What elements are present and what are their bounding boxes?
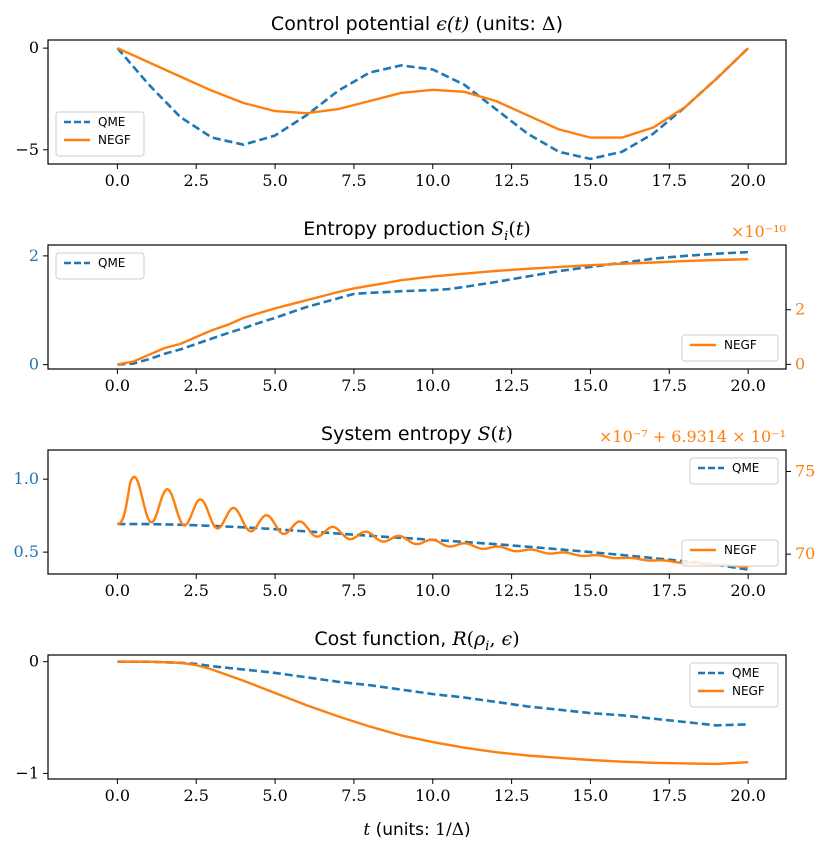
x-tick-label: 2.5	[184, 581, 209, 600]
plot-area: 0.0 2.5 5.0 7.5 10.0 12.5 15.0 17.5 20.0 0 2 0 2 ×10⁻…	[29, 222, 805, 395]
panel-entropy-production: Entropy production Si(t) 0.0 2.5 5.0 7.5 10.…	[29, 218, 805, 395]
x-tick-label: 20.0	[730, 376, 766, 395]
series-line-qme	[116, 47, 750, 161]
y-tick-label: 0	[29, 652, 39, 671]
axes-frame	[47, 244, 787, 370]
x-tick-label: 17.5	[651, 581, 687, 600]
x-tick-label: 2.5	[184, 786, 209, 805]
x-tick-label: 10.0	[415, 171, 451, 190]
series-line-qme	[117, 250, 749, 366]
y-tick-label-right: 70	[795, 544, 815, 563]
y-tick-label: 0	[29, 355, 39, 374]
legend-label-negf: NEGF	[724, 543, 757, 557]
x-tick-label: 7.5	[341, 376, 366, 395]
x-tick-label: 5.0	[262, 786, 287, 805]
x-tick-label: 5.0	[262, 581, 287, 600]
legend-label-negf: NEGF	[724, 338, 757, 352]
x-tick-label: 12.5	[494, 786, 530, 805]
panel-title: Cost function, R(ρi, ϵ)	[314, 628, 519, 654]
series-line-negf	[117, 258, 749, 366]
y-tick-label-right: 75	[795, 461, 815, 480]
x-tick-label: 7.5	[341, 171, 366, 190]
axes-frame	[47, 654, 787, 780]
x-tick-label: 5.0	[262, 171, 287, 190]
x-tick-label: 0.0	[105, 171, 130, 190]
x-tick-label: 10.0	[415, 786, 451, 805]
legend: QME NEGF	[689, 662, 779, 708]
x-tick-label: 17.5	[651, 786, 687, 805]
y-tick-label: −5	[15, 140, 39, 159]
x-tick-label: 12.5	[494, 376, 530, 395]
legend-box	[681, 539, 779, 567]
x-tick-label: 0.0	[105, 376, 130, 395]
y-tick-label-right: 0	[795, 354, 805, 373]
legend-box	[55, 252, 145, 280]
series-line-negf	[116, 47, 750, 139]
legend: QME	[689, 457, 779, 485]
y-tick-label: −1	[15, 763, 39, 782]
x-tick-label: 15.0	[573, 581, 609, 600]
x-tick-label: 20.0	[730, 171, 766, 190]
legend-label-qme: QME	[732, 461, 759, 475]
y-tick-label: 2	[29, 246, 39, 265]
panel-title: Entropy production Si(t)	[303, 218, 531, 244]
x-tick-label: 0.0	[105, 581, 130, 600]
series-line-qme	[117, 522, 749, 571]
legend-label-qme: QME	[732, 666, 759, 680]
x-tick-label: 20.0	[730, 786, 766, 805]
x-tick-label: 0.0	[105, 786, 130, 805]
panel-title: Control potential ϵ(t) (units: Δ)	[271, 13, 563, 35]
x-tick-label: 15.0	[573, 786, 609, 805]
panel-control-potential: Control potential ϵ(t) (units: Δ) 0.0 2.5…	[15, 13, 787, 190]
y-tick-label-right: 2	[795, 300, 805, 319]
y-tick-label: 0	[29, 38, 39, 57]
right-axis-offset-label: ×10⁻⁷ + 6.9314 × 10⁻¹	[599, 427, 786, 446]
legend-box	[681, 334, 779, 362]
panel-cost-function: Cost function, R(ρi, ϵ) 0.0 2.5 5.0 7.5 10.0…	[15, 628, 787, 805]
plot-area: 0.0 2.5 5.0 7.5 10.0 12.5 15.0 17.5 20.0 0 −1 QME NE…	[15, 652, 787, 805]
x-tick-label: 10.0	[415, 581, 451, 600]
legend-box	[689, 457, 779, 485]
legend-label-negf: NEGF	[732, 684, 765, 698]
legend: NEGF	[681, 334, 779, 362]
x-tick-label: 7.5	[341, 786, 366, 805]
y-tick-label: 0.5	[14, 542, 39, 561]
legend-label-qme: QME	[98, 115, 125, 129]
x-tick-label: 17.5	[651, 171, 687, 190]
right-axis-offset-label: ×10⁻¹⁰	[731, 222, 786, 241]
legend: QME NEGF	[55, 111, 145, 157]
x-tick-label: 2.5	[184, 171, 209, 190]
x-tick-label: 10.0	[415, 376, 451, 395]
legend: NEGF	[681, 539, 779, 567]
panel-system-entropy: System entropy S(t) 0.0 2.5 5.0 7.5 10.0 12.5…	[14, 423, 816, 600]
x-tick-label: 17.5	[651, 376, 687, 395]
legend: QME	[55, 252, 145, 280]
x-tick-label: 12.5	[494, 171, 530, 190]
x-tick-label: 12.5	[494, 581, 530, 600]
legend-label-qme: QME	[98, 256, 125, 270]
panel-title: System entropy S(t)	[321, 423, 513, 445]
x-tick-label: 7.5	[341, 581, 366, 600]
plot-area: 0.0 2.5 5.0 7.5 10.0 12.5 15.0 17.5 20.0 0 −5 QME NE…	[15, 38, 787, 190]
plot-area: 0.0 2.5 5.0 7.5 10.0 12.5 15.0 17.5 20.0 0.5 1.0 70…	[14, 427, 816, 600]
x-tick-label: 20.0	[730, 581, 766, 600]
legend-label-negf: NEGF	[98, 133, 131, 147]
axes-frame	[47, 449, 787, 575]
x-tick-label: 15.0	[573, 171, 609, 190]
x-axis-label: t (units: 1/Δ)	[363, 820, 470, 840]
series-line-negf	[116, 475, 749, 569]
y-tick-label: 1.0	[14, 469, 39, 488]
series-line-negf	[117, 660, 749, 766]
x-tick-label: 2.5	[184, 376, 209, 395]
x-tick-label: 5.0	[262, 376, 287, 395]
axes-frame	[47, 39, 787, 165]
x-tick-label: 15.0	[573, 376, 609, 395]
series-line-qme	[117, 660, 749, 727]
